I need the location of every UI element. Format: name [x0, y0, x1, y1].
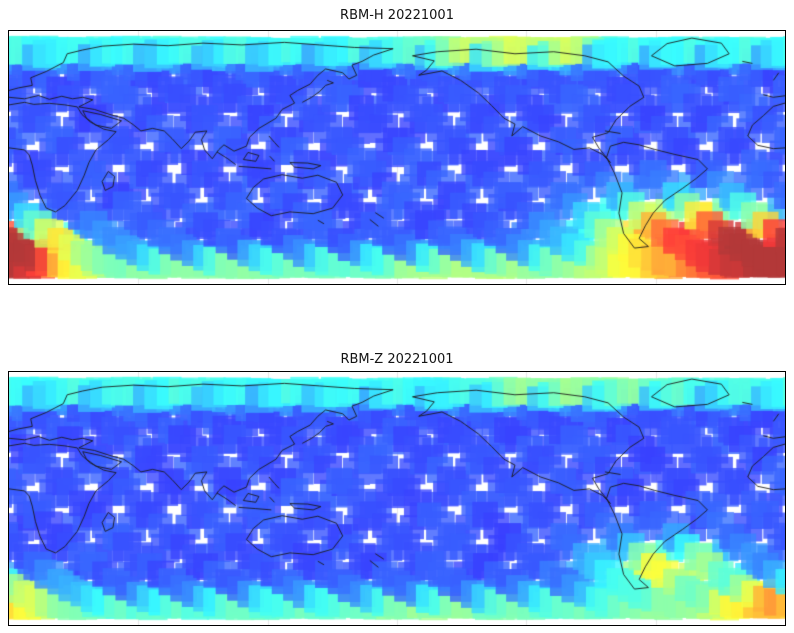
map-canvas-rbm-h: [9, 31, 785, 284]
map-frame-rbm-h: [8, 30, 786, 285]
panel-title-rbm-h: RBM-H 20221001: [340, 8, 454, 23]
map-canvas-rbm-z: [9, 372, 785, 625]
panel-rbm-h: RBM-H 20221001: [0, 0, 794, 285]
panel-rbm-z: RBM-Z 20221001: [0, 285, 794, 626]
panel-title-rbm-z: RBM-Z 20221001: [340, 352, 454, 367]
map-frame-rbm-z: [8, 371, 786, 626]
